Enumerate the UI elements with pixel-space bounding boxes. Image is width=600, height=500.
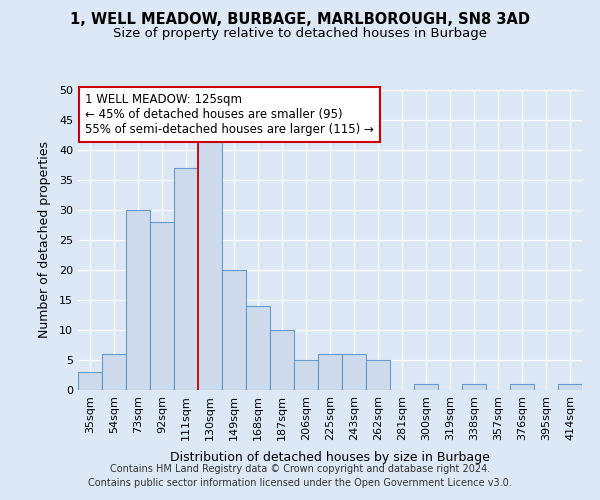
Bar xyxy=(270,330,294,390)
Text: Size of property relative to detached houses in Burbage: Size of property relative to detached ho… xyxy=(113,28,487,40)
Bar xyxy=(558,384,582,390)
Text: 1, WELL MEADOW, BURBAGE, MARLBOROUGH, SN8 3AD: 1, WELL MEADOW, BURBAGE, MARLBOROUGH, SN… xyxy=(70,12,530,28)
Bar xyxy=(342,354,366,390)
Text: Contains HM Land Registry data © Crown copyright and database right 2024.
Contai: Contains HM Land Registry data © Crown c… xyxy=(88,464,512,487)
Bar xyxy=(222,270,246,390)
Bar xyxy=(174,168,198,390)
Bar xyxy=(78,372,102,390)
Bar xyxy=(462,384,486,390)
Bar xyxy=(318,354,342,390)
Bar xyxy=(198,132,222,390)
X-axis label: Distribution of detached houses by size in Burbage: Distribution of detached houses by size … xyxy=(170,451,490,464)
Bar xyxy=(294,360,318,390)
Bar xyxy=(246,306,270,390)
Y-axis label: Number of detached properties: Number of detached properties xyxy=(38,142,50,338)
Bar xyxy=(414,384,438,390)
Bar xyxy=(366,360,390,390)
Bar xyxy=(510,384,534,390)
Bar xyxy=(126,210,150,390)
Bar xyxy=(150,222,174,390)
Text: 1 WELL MEADOW: 125sqm
← 45% of detached houses are smaller (95)
55% of semi-deta: 1 WELL MEADOW: 125sqm ← 45% of detached … xyxy=(85,93,374,136)
Bar xyxy=(102,354,126,390)
